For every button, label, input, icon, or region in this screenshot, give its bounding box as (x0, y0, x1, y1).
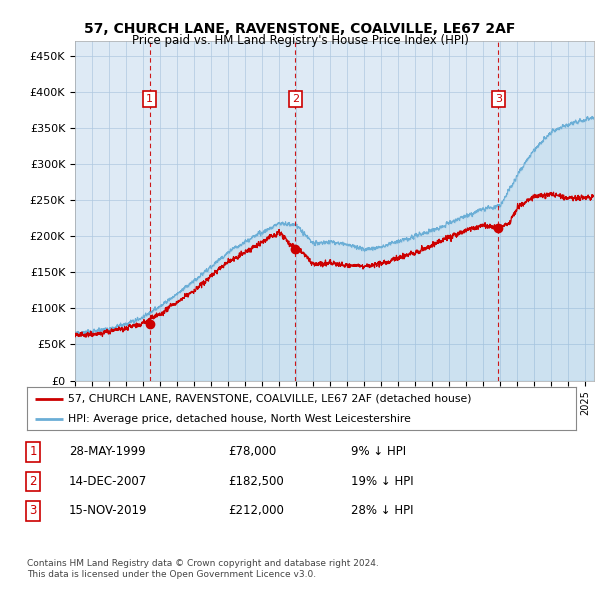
Text: 15-NOV-2019: 15-NOV-2019 (69, 504, 148, 517)
Text: Contains HM Land Registry data © Crown copyright and database right 2024.
This d: Contains HM Land Registry data © Crown c… (27, 559, 379, 579)
Text: Price paid vs. HM Land Registry's House Price Index (HPI): Price paid vs. HM Land Registry's House … (131, 34, 469, 47)
Text: £182,500: £182,500 (228, 475, 284, 488)
Text: 19% ↓ HPI: 19% ↓ HPI (351, 475, 413, 488)
Text: HPI: Average price, detached house, North West Leicestershire: HPI: Average price, detached house, Nort… (68, 414, 411, 424)
Text: 1: 1 (29, 445, 37, 458)
Text: 3: 3 (29, 504, 37, 517)
Text: 57, CHURCH LANE, RAVENSTONE, COALVILLE, LE67 2AF: 57, CHURCH LANE, RAVENSTONE, COALVILLE, … (85, 22, 515, 37)
Text: 9% ↓ HPI: 9% ↓ HPI (351, 445, 406, 458)
Text: 2: 2 (29, 475, 37, 488)
Text: 3: 3 (495, 94, 502, 104)
Text: 28-MAY-1999: 28-MAY-1999 (69, 445, 146, 458)
Text: 1: 1 (146, 94, 153, 104)
Text: 28% ↓ HPI: 28% ↓ HPI (351, 504, 413, 517)
Text: £212,000: £212,000 (228, 504, 284, 517)
Text: 2: 2 (292, 94, 299, 104)
Text: 57, CHURCH LANE, RAVENSTONE, COALVILLE, LE67 2AF (detached house): 57, CHURCH LANE, RAVENSTONE, COALVILLE, … (68, 394, 472, 404)
Text: 14-DEC-2007: 14-DEC-2007 (69, 475, 147, 488)
Text: £78,000: £78,000 (228, 445, 276, 458)
